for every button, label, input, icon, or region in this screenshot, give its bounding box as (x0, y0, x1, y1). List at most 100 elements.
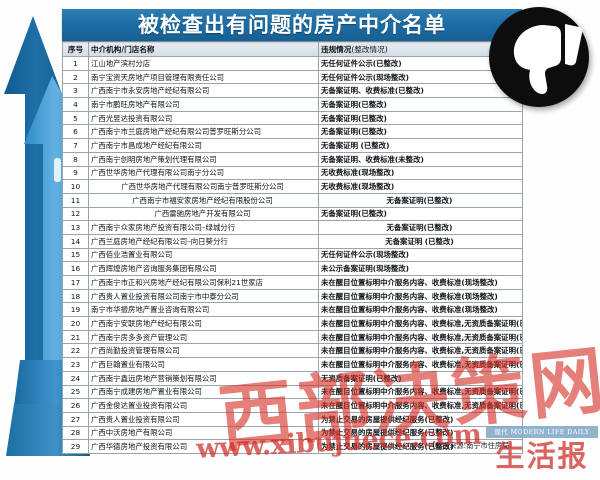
column-header-violation-paren: (整改情况) (351, 44, 388, 54)
table-header-row: 序号 中介机构/门店名称 违规情况(整改情况) (62, 41, 523, 57)
row-index: 14 (62, 233, 89, 249)
table-row: 5 广西光昱达投资有限公司 无备案证明(已整改) (62, 110, 523, 126)
agency-name: 广西南宁市正和兴房地产经纪有限公司保利21世家店 (88, 275, 319, 290)
violation-detail: 无收费标准(现场整改) (318, 165, 523, 181)
violation-detail: 无备案证明(已整改) (318, 192, 523, 208)
table-body: 1 江山地产滨村分店 无任何证件公示(已整改) 2 南宁宝资天房地产项目管理有限责任公司… (62, 56, 523, 454)
agency-name: 广西贵人置业投资有限公司南宁市中泰分公司 (88, 288, 319, 304)
agency-name: 广西佰业浩置业有限公司 (88, 247, 319, 263)
column-header-name: 中介机构/门店名称 (88, 41, 319, 57)
row-index: 10 (62, 179, 89, 194)
violation-detail: 未在醒目位置标明中介服务内容、收费标准,无资质备案证明(已整改) (318, 398, 523, 413)
agency-name: 广西南宁市兰庭房地产经纪有限公司普罗旺斯分公司 (88, 124, 319, 140)
row-index: 13 (62, 220, 89, 235)
table-row: 12 广西雷驰房地产开发有限公司 无备案证明(已整改) (62, 206, 523, 222)
table-row: 18 广西贵人置业投资有限公司南宁市中泰分公司 未在醒目位置标明中介服务内容、收费标… (62, 288, 523, 304)
row-index: 4 (62, 97, 89, 112)
row-index: 5 (62, 110, 89, 126)
table-row: 8 广西南宁创明房地产策划代理有限公司 无备案证明、收费标准(未整改) (62, 151, 523, 167)
violation-detail: 未在醒目位置标明中介服务内容、收费标准(现场整改) (318, 302, 523, 318)
violation-detail: 无备案证明(已整改) (318, 206, 523, 222)
violation-detail: 无备案证明(已整改) (318, 220, 523, 235)
agency-name: 广西中沃房地产有限公司 (88, 425, 319, 441)
table-row: 14 广西兰庭房地产经纪有限公司–向日葵分行 无备案证明 (已整改) (62, 233, 523, 249)
violation-detail: 未公示备案证明(现场整改) (318, 261, 523, 276)
row-index: 6 (62, 124, 89, 140)
table-row: 13 广西南宁众家房地产投资有限公司–绿城分行 无备案证明(已整改) (62, 220, 523, 235)
row-index: 1 (62, 56, 89, 71)
table-row: 17 广西南宁市正和兴房地产经纪有限公司保利21世家店 未在醒目位置标明中介服务内容… (62, 275, 523, 290)
violation-detail: 无备案证明(已整改) (318, 110, 523, 126)
violation-detail: 无备案证明、收费标准(未整改) (318, 151, 523, 167)
row-index: 12 (62, 206, 89, 222)
table-row: 3 广西南宁市永安房地产经纪有限公司 无备案证明、收费标准(已整改) (62, 83, 523, 99)
table-row: 10 广西世华房地产代理有限公司南宁普罗旺斯分公司 无收费标准(现场整改) (62, 179, 523, 194)
column-header-violation-main: 违规情况 (321, 44, 352, 54)
violation-detail: 为禁止交易的房屋提供经纪服务(已整改) (318, 411, 523, 427)
violation-detail: 无备案证明 (已整改) (318, 138, 523, 153)
agency-name: 南宁市华振房地产置业咨询有限公司 (88, 302, 319, 318)
agency-name: 广西巨翰置业有限公司 (88, 357, 319, 372)
agency-name: 广西雷驰房地产开发有限公司 (88, 206, 319, 222)
violation-detail: 无任何证件公示(现场整改) (318, 247, 523, 263)
violation-detail: 为禁止交易的房屋提供经纪服务(已整改) (318, 439, 523, 454)
violations-table-wrapper: 序号 中介机构/门店名称 违规情况(整改情况) 1 江山地产滨村分店 无任何证件公示… (62, 41, 523, 454)
agency-name: 广西南宁市永安房地产经纪有限公司 (88, 83, 319, 99)
agency-name: 广西世华房地产代理有限公司南宁分公司 (88, 165, 319, 181)
violation-detail: 未在醒目位置标明中介服务内容、收费标准,无资质备案证明(已整改) (318, 343, 523, 359)
violation-detail: 未在醒目位置标明中介服务内容、收费标准,无资质备案证明(已整改) (318, 316, 523, 331)
row-index: 20 (62, 316, 89, 331)
agency-name: 广西光昱达投资有限公司 (88, 110, 319, 126)
table-row: 1 江山地产滨村分店 无任何证件公示(已整改) (62, 56, 523, 71)
agency-name: 广西南宁众家房地产投资有限公司–绿城分行 (88, 220, 319, 235)
table-row: 7 广西南宁市昌成地产经纪有限公司 无备案证明 (已整改) (62, 138, 523, 153)
agency-name: 广西金俊达置业投资有限公司 (88, 398, 319, 413)
violation-detail: 未在醒目位置标明中介服务内容、收费标准,无资质备案证明(已整改) (318, 329, 523, 345)
table-row: 28 广西中沃房地产有限公司 为禁止交易的房屋提供经纪服务(已整改) (62, 425, 523, 441)
table-row: 20 广西南宁安联房地产经纪有限公司 未在醒目位置标明中介服务内容、收费标准,无资质… (62, 316, 523, 331)
row-index: 25 (62, 384, 89, 400)
row-index: 17 (62, 275, 89, 290)
table-row: 2 南宁宝资天房地产项目管理有限责任公司 无任何证件公示(现场整改) (62, 69, 523, 85)
column-header-no: 序号 (62, 41, 89, 57)
table-row: 29 广西华德房地产投资有限公司 为禁止交易的房屋提供经纪服务(已整改) (62, 439, 523, 454)
agency-name: 南宁宝资天房地产项目管理有限责任公司 (88, 69, 319, 85)
row-index: 15 (62, 247, 89, 263)
table-row: 26 广西金俊达置业投资有限公司 未在醒目位置标明中介服务内容、收费标准,无资质备案… (62, 398, 523, 413)
row-index: 22 (62, 343, 89, 359)
agency-name: 广西南宁安联房地产经纪有限公司 (88, 316, 319, 331)
thumbs-down-icon (489, 7, 589, 107)
column-header-violation: 违规情况(整改情况) (318, 41, 523, 57)
agency-name: 南宁市鹏旺房地产有限公司 (88, 97, 319, 112)
violation-detail: 未在醒目位置标明中介服务内容、收费标准,无资质备案证明(已整改) (318, 357, 523, 372)
agency-name: 广西南宁创明房地产策划代理有限公司 (88, 151, 319, 167)
table-row: 19 南宁市华振房地产置业咨询有限公司 未在醒目位置标明中介服务内容、收费标准(现场… (62, 302, 523, 318)
table-row: 24 广西南宁鑫远房地产营销策划有限公司 无资质备案证明(已整改) (62, 370, 523, 386)
row-index: 28 (62, 425, 89, 441)
agency-name: 广西南宁市福安家房地产经纪有限股份公司 (88, 192, 319, 208)
table-row: 11 广西南宁市福安家房地产经纪有限股份公司 无备案证明(已整改) (62, 192, 523, 208)
banner: 被检查出有问题的房产中介名单 (62, 9, 522, 41)
row-index: 11 (62, 192, 89, 208)
table-row: 15 广西佰业浩置业有限公司 无任何证件公示(现场整改) (62, 247, 523, 263)
table-row: 21 广西南宁房多多资产管理公司 未在醒目位置标明中介服务内容、收费标准,无资质备案… (62, 329, 523, 345)
table-row: 4 南宁市鹏旺房地产有限公司 无备案证明(已整改) (62, 97, 523, 112)
row-index: 27 (62, 411, 89, 427)
agency-name: 广西南宁市昌成地产经纪有限公司 (88, 138, 319, 153)
violation-detail: 无备案证明 (已整改) (318, 233, 523, 249)
row-index: 2 (62, 69, 89, 85)
table-row: 23 广西巨翰置业有限公司 未在醒目位置标明中介服务内容、收费标准,无资质备案证明(… (62, 357, 523, 372)
agency-name: 广西南宁成建房地产置业有限公司 (88, 384, 319, 400)
violation-detail: 无备案证明(已整改) (318, 124, 523, 140)
agency-name: 广西南宁房多多资产管理公司 (88, 329, 319, 345)
table-row: 16 广西辉煌房地产咨询服务集团有限公司 未公示备案证明(现场整改) (62, 261, 523, 276)
source-note: (数据来源:南宁市住房局) (432, 441, 512, 450)
violation-detail: 未在醒目位置标明中介服务内容、收费标准,无资质备案证明(已整改) (318, 384, 523, 400)
page-title: 被检查出有问题的房产中介名单 (138, 13, 446, 37)
agency-name: 广西兰庭房地产经纪有限公司–向日葵分行 (88, 233, 319, 249)
row-index: 16 (62, 261, 89, 276)
agency-name: 广西尚勤投资管理有限公司 (88, 343, 319, 359)
row-index: 18 (62, 288, 89, 304)
violation-detail: 为禁止交易的房屋提供经纪服务(已整改) (318, 425, 523, 441)
row-index: 26 (62, 398, 89, 413)
